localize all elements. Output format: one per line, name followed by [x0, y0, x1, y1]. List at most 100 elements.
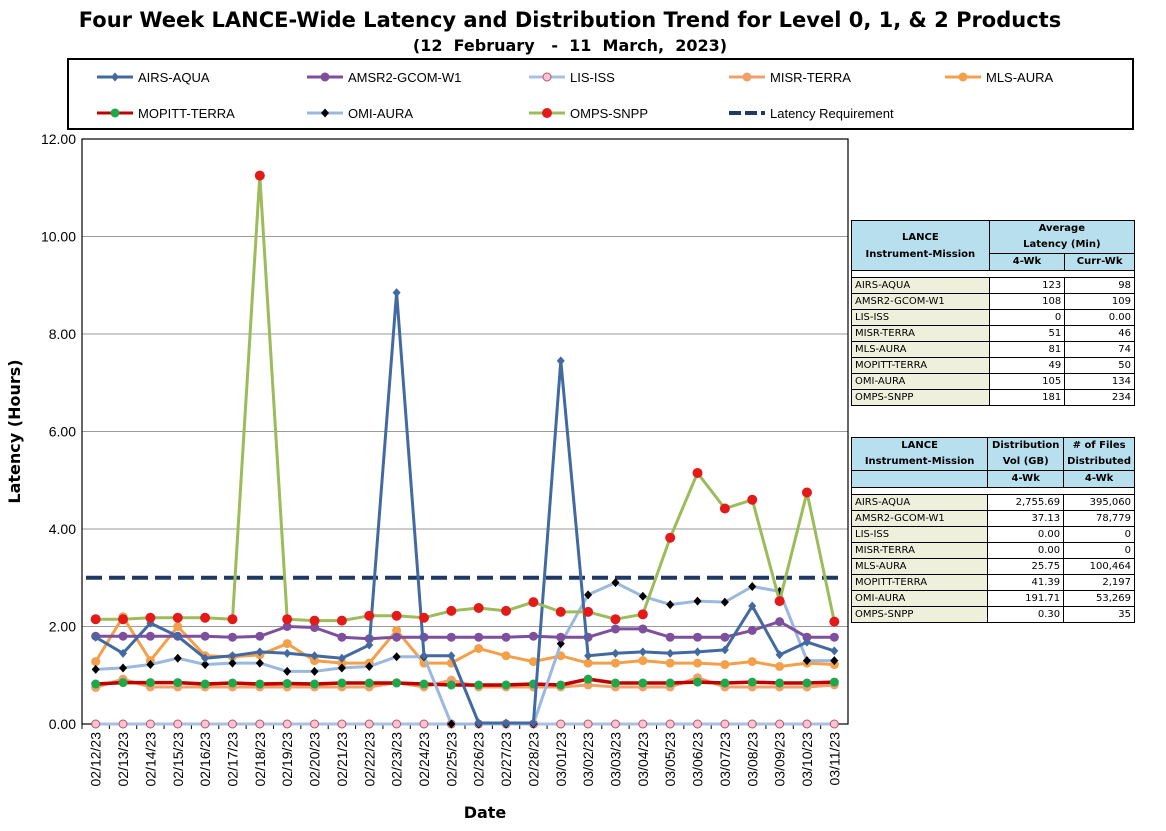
latency-table-cell: 0: [988, 309, 1066, 326]
distribution-table-header-volume: Distribution Vol (GB): [987, 437, 1065, 471]
data-point-mls-aura: [337, 658, 347, 668]
y-tick-label: 4.00: [49, 521, 76, 537]
data-point-omps-snpp: [309, 615, 320, 626]
latency-table-row: AIRS-AQUA 123 98: [851, 277, 1135, 294]
data-point-lis-iss: [665, 719, 675, 729]
latency-table-row: MLS-AURA 81 74: [851, 341, 1135, 358]
data-point-omps-snpp: [473, 602, 484, 613]
data-point-mopitt-terra: [446, 680, 456, 690]
x-tick-label: 03/05/23: [662, 732, 678, 787]
data-point-mopitt-terra: [310, 679, 320, 689]
legend-item-lis-iss: LIS-ISS: [527, 68, 615, 86]
data-point-lis-iss: [173, 719, 183, 729]
data-point-amsr2-gcom-w1: [474, 632, 484, 642]
data-point-lis-iss: [118, 719, 128, 729]
data-point-omps-snpp: [282, 614, 293, 625]
legend-item-misr-terra: MISR-TERRA: [727, 68, 851, 86]
data-point-lis-iss: [91, 719, 101, 729]
series-line-omi-aura: [95, 581, 835, 726]
data-point-omi-aura: [91, 664, 100, 674]
data-point-airs-aqua: [502, 718, 511, 728]
legend-label: MLS-AURA: [986, 69, 1054, 85]
data-point-airs-aqua: [283, 648, 292, 658]
x-tick-label: 03/08/23: [744, 732, 760, 787]
data-point-omps-snpp: [391, 610, 402, 621]
data-point-omps-snpp: [118, 614, 129, 625]
legend-item-omps-snpp: OMPS-SNPP: [527, 104, 648, 122]
data-point-omi-aura: [255, 658, 264, 668]
distribution-table-cell: 0.00: [987, 526, 1065, 543]
data-point-mopitt-terra: [91, 679, 101, 689]
x-tick-label: 02/19/23: [279, 732, 295, 787]
latency-table-cell: AIRS-AQUA: [851, 277, 990, 294]
distribution-table-cell: 53,269: [1063, 590, 1135, 607]
data-point-amsr2-gcom-w1: [227, 632, 237, 642]
data-point-airs-aqua: [638, 647, 647, 657]
data-point-lis-iss: [556, 719, 566, 729]
data-point-amsr2-gcom-w1: [802, 632, 812, 642]
distribution-table-row: MLS-AURA 25.75 100,464: [850, 558, 1135, 575]
data-point-airs-aqua: [337, 653, 346, 663]
x-tick-label: 03/06/23: [690, 732, 706, 787]
data-point-mopitt-terra: [638, 678, 648, 688]
data-point-omi-aura: [748, 582, 757, 592]
latency-table-sub-4wk: 4-Wk: [988, 253, 1066, 271]
x-tick-label: 02/12/23: [88, 732, 104, 787]
latency-table-cell: LIS-ISS: [851, 309, 990, 326]
data-point-lis-iss: [610, 719, 620, 729]
data-point-omi-aura: [556, 639, 565, 649]
x-tick-label: 03/03/23: [607, 732, 623, 787]
distribution-table-cell: LIS-ISS: [850, 526, 989, 543]
data-point-airs-aqua: [720, 645, 729, 655]
distribution-table-header-files: # of Files Distributed: [1063, 437, 1135, 471]
distribution-table-cell: 37.13: [987, 510, 1065, 527]
data-point-omi-aura: [365, 661, 374, 671]
x-tick-label: 02/16/23: [197, 732, 213, 787]
data-point-mls-aura: [528, 657, 538, 667]
data-point-airs-aqua: [775, 650, 784, 660]
distribution-table-cell: 395,060: [1063, 494, 1135, 511]
data-point-mls-aura: [282, 639, 292, 649]
y-tick-label: 10.00: [41, 229, 76, 245]
data-point-airs-aqua: [611, 648, 620, 658]
y-tick-label: 0.00: [49, 716, 76, 732]
data-point-mopitt-terra: [829, 677, 839, 687]
data-point-omps-snpp: [692, 467, 703, 478]
data-point-lis-iss: [693, 719, 703, 729]
data-point-airs-aqua: [802, 637, 811, 647]
x-tick-label: 02/17/23: [224, 732, 240, 787]
distribution-table-sub-vol-4wk: 4-Wk: [987, 470, 1065, 488]
legend-item-mls-aura: MLS-AURA: [943, 68, 1053, 86]
latency-table-cell: 105: [988, 373, 1066, 390]
data-point-omps-snpp: [829, 616, 840, 627]
data-point-amsr2-gcom-w1: [556, 632, 566, 642]
latency-table: LANCE Instrument-Mission Average Latency…: [851, 220, 1136, 406]
distribution-table-cell: 25.75: [987, 558, 1065, 575]
data-point-omps-snpp: [90, 614, 101, 625]
series-omps-snpp: [90, 170, 840, 627]
latency-table-cell: 81: [988, 341, 1066, 358]
legend-swatch-icon: [307, 72, 343, 82]
data-point-mls-aura: [638, 656, 648, 666]
distribution-table-row: LIS-ISS 0.00 0: [850, 526, 1135, 543]
x-tick-label: 03/07/23: [717, 732, 733, 787]
latency-table-row: AMSR2-GCOM-W1 108 109: [851, 293, 1135, 310]
latency-table-cell: 181: [988, 389, 1066, 406]
data-point-omps-snpp: [145, 612, 156, 623]
distribution-table-cell: MOPITT-TERRA: [850, 574, 989, 591]
data-point-mls-aura: [310, 656, 320, 666]
latency-table-cell: 108: [988, 293, 1066, 310]
distribution-table-cell: 191.71: [987, 590, 1065, 607]
y-tick-label: 12.00: [41, 131, 76, 147]
data-point-mopitt-terra: [145, 678, 155, 688]
distribution-table-cell: MLS-AURA: [850, 558, 989, 575]
y-tick-label: 8.00: [49, 326, 76, 342]
data-point-omi-aura: [802, 656, 811, 666]
legend-swatch-icon: [97, 108, 133, 118]
data-point-mopitt-terra: [173, 678, 183, 688]
latency-table-row: OMI-AURA 105 134: [851, 373, 1135, 390]
legend-label: Latency Requirement: [770, 105, 894, 121]
data-point-amsr2-gcom-w1: [720, 632, 730, 642]
x-tick-label: 02/26/23: [471, 732, 487, 787]
data-point-omps-snpp: [254, 170, 265, 181]
